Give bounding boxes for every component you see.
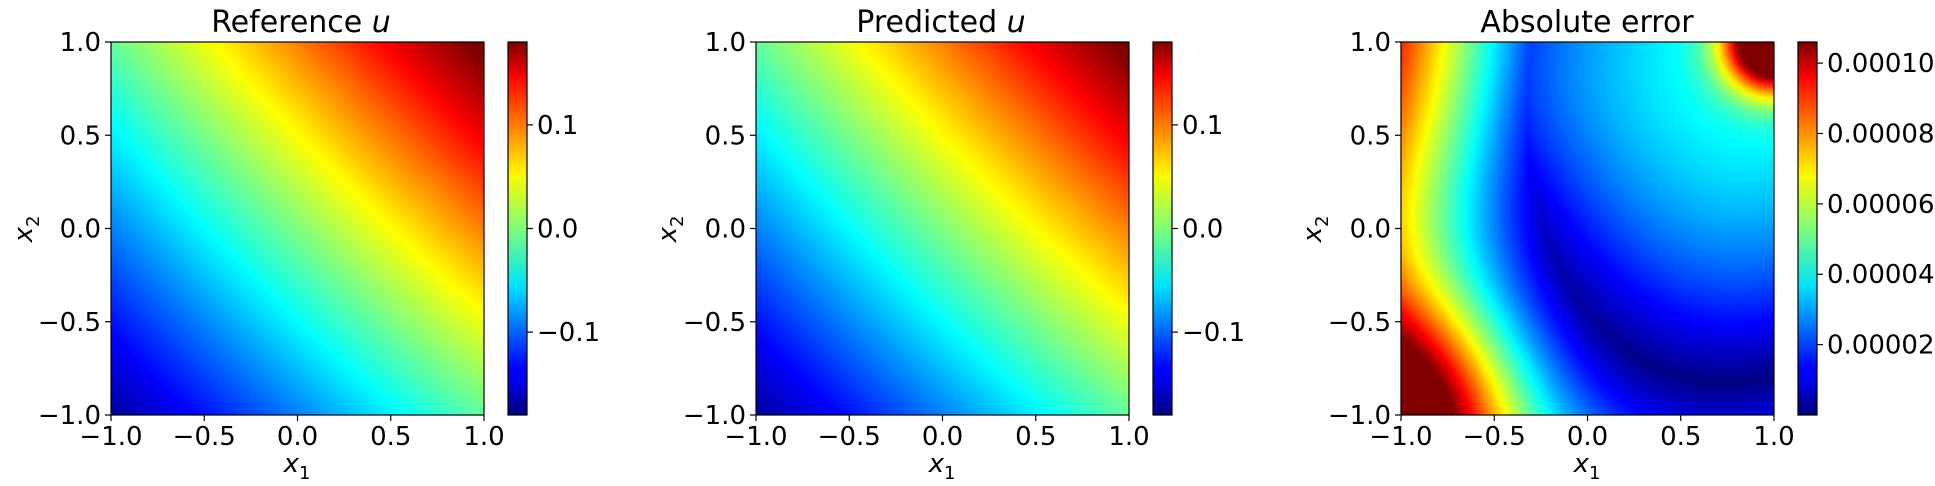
title-error: Absolute error [1480,5,1694,40]
heatmap-predicted [756,42,1129,415]
ylabel-predicted: x2 [653,216,688,244]
colorbar-tick-label: 0.00004 [1827,260,1935,290]
ylabel-reference: x2 [9,216,44,244]
xlabel-reference: x1 [283,449,311,484]
colorbar-tick-label: −0.1 [537,318,600,348]
ytick-label: −1.0 [1328,401,1391,431]
xtick-label: 0.0 [922,422,963,452]
colorbar-tick-label: −0.1 [1182,318,1245,348]
xtick-label: 1.0 [463,422,504,452]
xtick-label: −1.0 [79,422,142,452]
colorbar-predicted [1152,41,1173,416]
ytick-label: 0.5 [1350,121,1391,151]
colorbar-tick-label: 0.1 [1182,111,1223,141]
xtick-label: −0.5 [1463,422,1526,452]
ytick-label: −0.5 [683,308,746,338]
xtick-label: 0.5 [1660,422,1701,452]
xtick-label: −1.0 [724,422,787,452]
xtick-label: 1.0 [1108,422,1149,452]
xtick-label: 0.0 [1567,422,1608,452]
ytick-label: 0.5 [705,121,746,151]
colorbar-reference [507,41,528,416]
xtick-label: −1.0 [1369,422,1432,452]
colorbar-tick-label: 0.00008 [1827,119,1935,149]
title-predicted: Predicted u [856,5,1025,40]
panel-predicted: Predicted u −1.0 −0.5 0.0 0.5 1.0 −1.0 −0.5 0.… [653,5,1245,484]
ytick-label: −1.0 [38,401,101,431]
xtick-label: 0.5 [1015,422,1056,452]
ytick-label: −0.5 [1328,308,1391,338]
ytick-label: −1.0 [683,401,746,431]
colorbar-tick-label: 0.0 [537,215,578,245]
title-reference: Reference u [211,5,391,40]
ytick-label: 0.5 [60,121,101,151]
xlabel-error: x1 [1573,449,1601,484]
panel-error: Absolute error −1.0 −0.5 0.0 0.5 1.0 −1.0 −0.… [1298,5,1935,484]
heatmap-reference [111,42,484,415]
colorbar-tick-label: 0.00002 [1827,331,1935,361]
xtick-label: −0.5 [818,422,881,452]
colorbar-tick-label: 0.00006 [1827,190,1935,220]
ytick-label: −0.5 [38,308,101,338]
ytick-label: 1.0 [60,28,101,58]
ylabel-error: x2 [1298,216,1333,244]
colorbar-tick-label: 0.0 [1182,215,1223,245]
ytick-label: 0.0 [705,215,746,245]
colorbar-tick-label: 0.00010 [1827,49,1935,79]
ytick-label: 0.0 [60,215,101,245]
ytick-label: 1.0 [705,28,746,58]
colorbar-tick-label: 0.1 [537,111,578,141]
heatmap-error [1401,42,1774,415]
xlabel-predicted: x1 [928,449,956,484]
xtick-label: 1.0 [1753,422,1794,452]
ytick-label: 0.0 [1350,215,1391,245]
panel-reference: Reference u −1.0 −0.5 0.0 0.5 1.0 −1.0 −0.5 0.… [9,5,600,484]
ytick-label: 1.0 [1350,28,1391,58]
colorbar-error [1797,41,1818,416]
xtick-label: −0.5 [173,422,236,452]
xtick-label: 0.0 [277,422,318,452]
xtick-label: 0.5 [370,422,411,452]
